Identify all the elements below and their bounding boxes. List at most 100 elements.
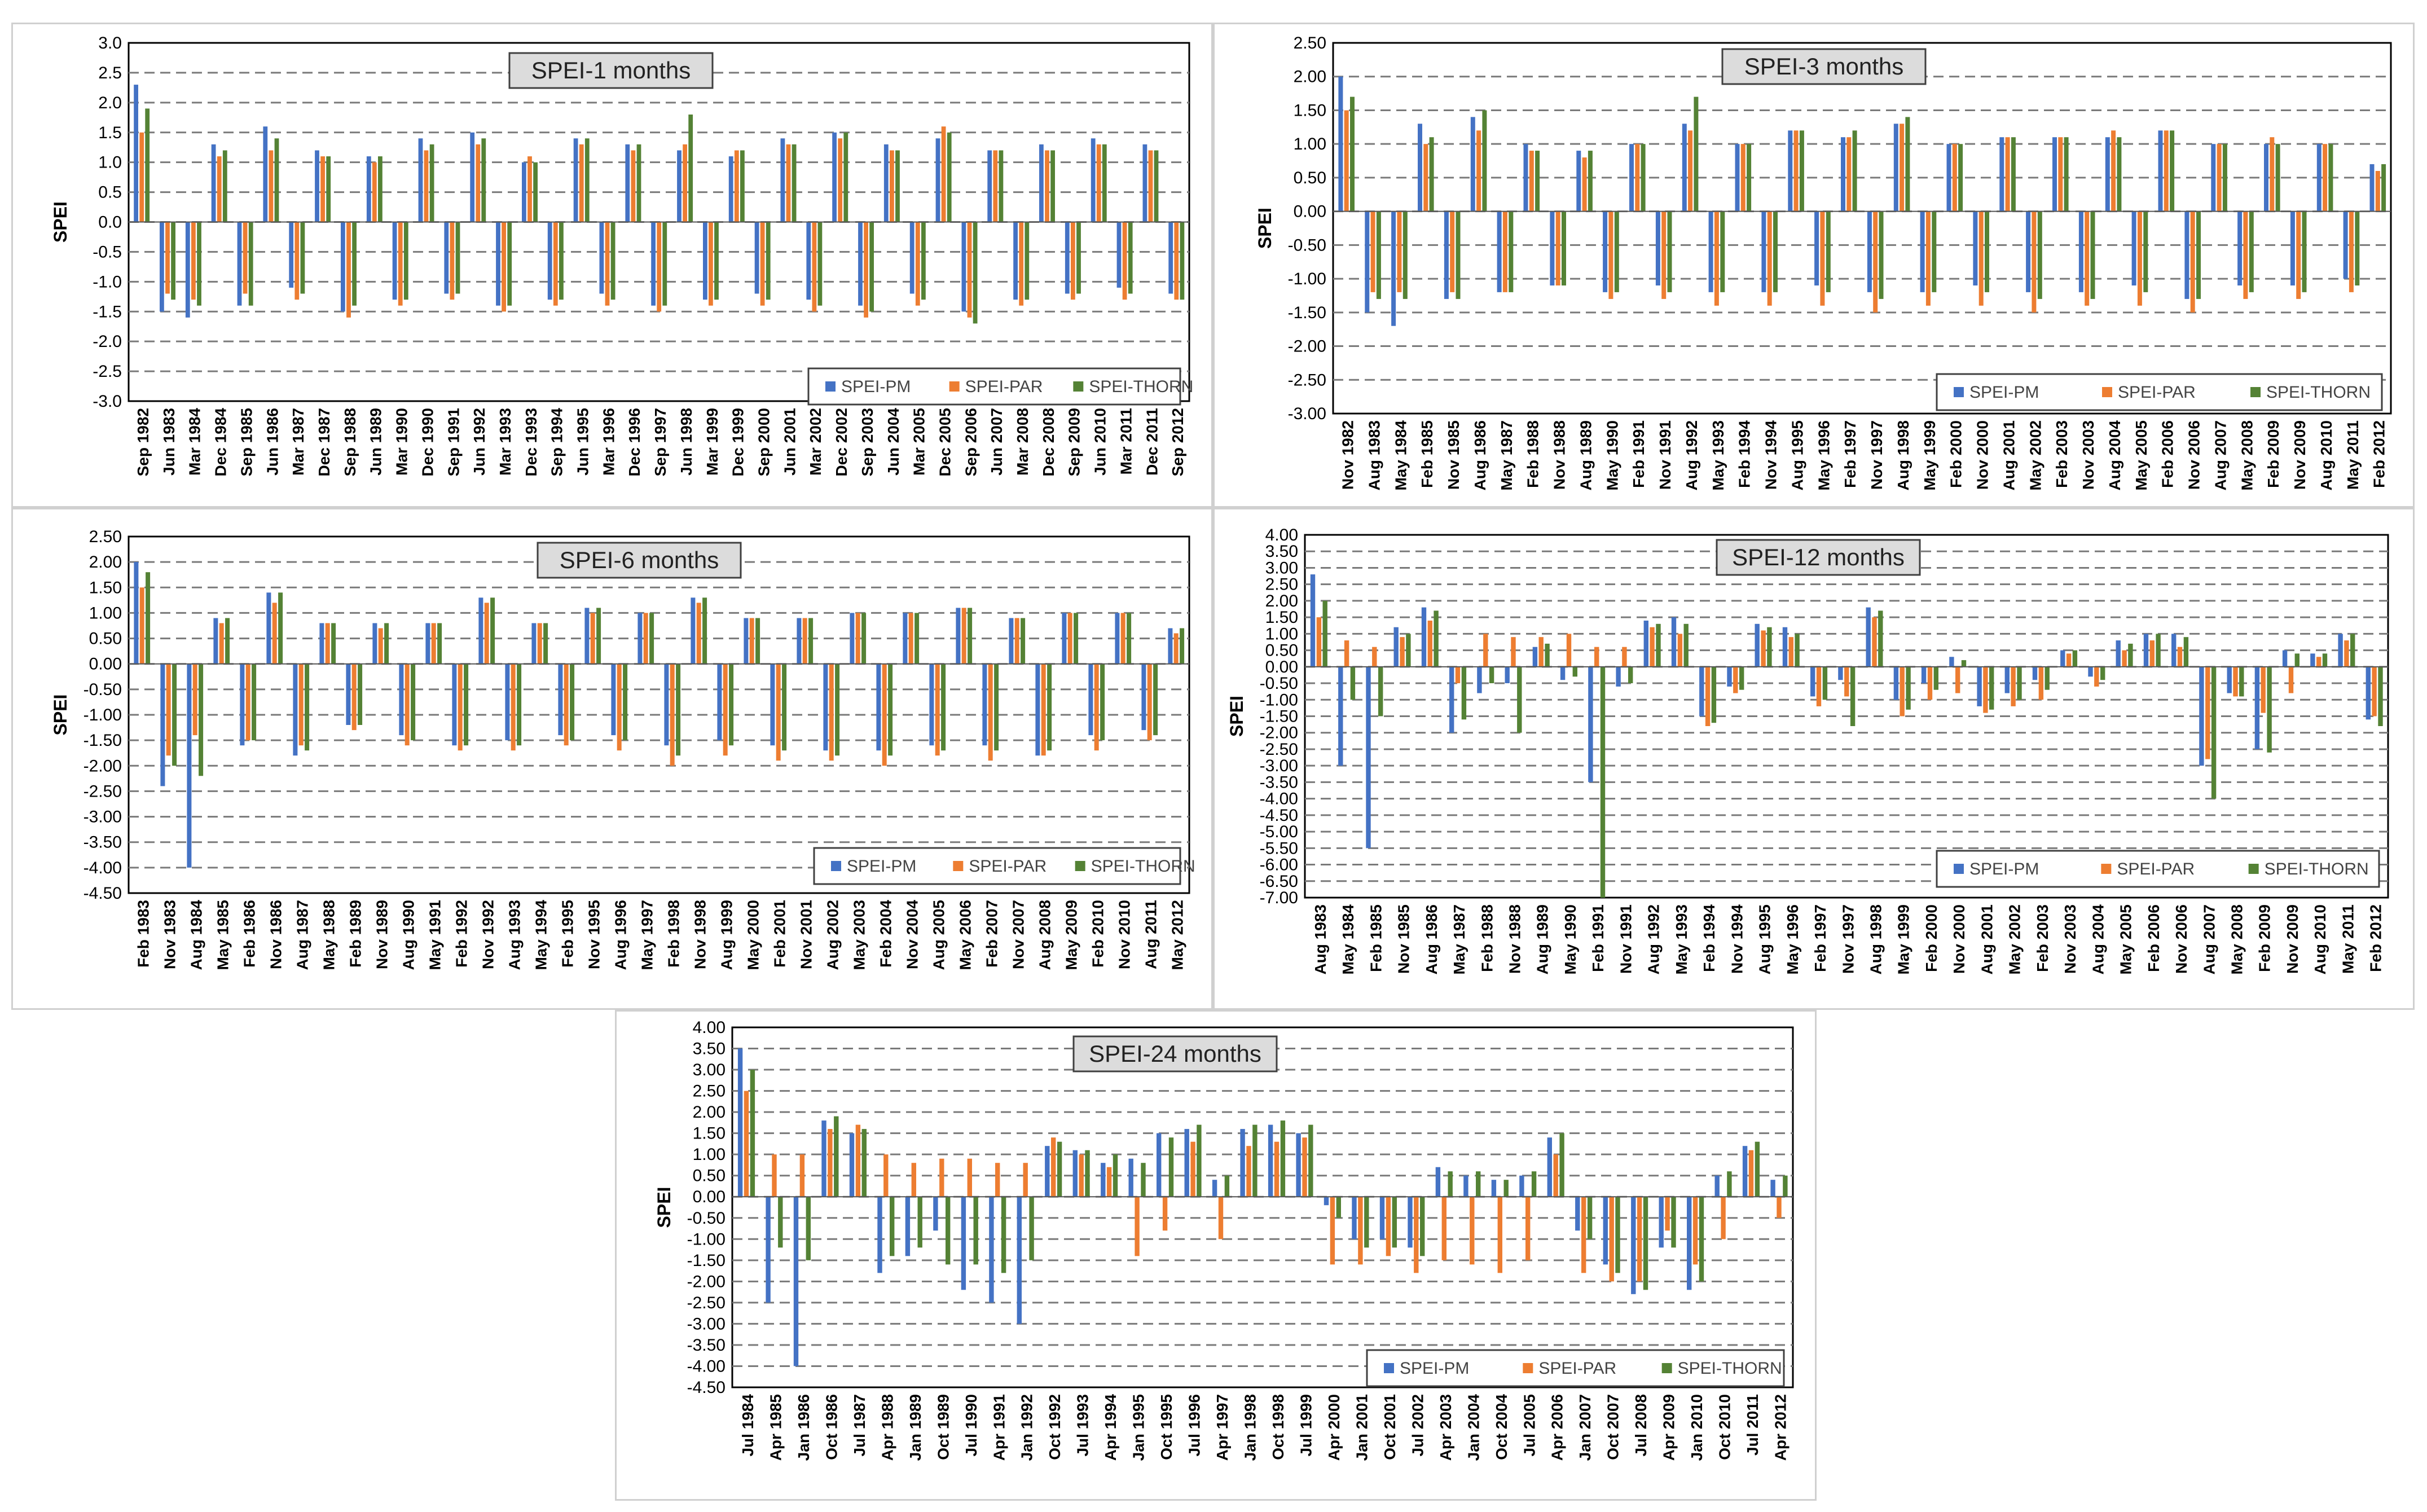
x-tick-label: Sep 1988 (341, 408, 359, 476)
bar-spei-par (2205, 666, 2210, 759)
x-tick-label: Apr 2006 (1549, 1394, 1566, 1461)
x-tick-label: Aug 1984 (188, 900, 205, 970)
spei-12-chart: 4.003.503.002.502.001.501.000.500.00-0.5… (1226, 526, 2389, 975)
bar-spei-par (1079, 1154, 1084, 1197)
bar-spei-pm (496, 222, 500, 306)
bar-spei-thorn (2378, 666, 2383, 726)
y-tick-label: -4.50 (83, 884, 122, 903)
bar-spei-thorn (1879, 211, 1884, 299)
x-tick-label: Mar 2005 (911, 408, 928, 476)
bar-spei-thorn (145, 108, 150, 222)
bar-spei-par (993, 150, 998, 222)
x-tick-label: Sep 1997 (652, 408, 669, 476)
bar-spei-par (1846, 137, 1852, 212)
bar-spei-pm (293, 663, 298, 756)
x-tick-label: Mar 1987 (289, 408, 307, 476)
bar-spei-thorn (1168, 1137, 1174, 1197)
bar-spei-par (2243, 211, 2248, 299)
bar-spei-par (1427, 621, 1432, 667)
bar-spei-pm (185, 222, 190, 318)
bar-spei-thorn (1572, 666, 1577, 677)
bar-spei-par (2038, 666, 2044, 700)
x-tick-label: Feb 1985 (1418, 420, 1436, 488)
y-tick-label: 1.50 (1265, 608, 1298, 627)
bar-spei-thorn (1727, 1171, 1732, 1197)
legend-label: SPEI-THORN (2265, 860, 2369, 878)
legend-label: SPEI-PAR (965, 377, 1043, 396)
legend-label: SPEI-PM (1969, 383, 2039, 402)
bar-spei-pm (637, 613, 643, 664)
bar-spei-pm (2171, 634, 2177, 667)
bar-spei-par (988, 663, 993, 761)
x-tick-label: Nov 1982 (1339, 420, 1357, 490)
bar-spei-thorn (1559, 1133, 1564, 1197)
y-tick-label: -0.50 (687, 1209, 726, 1228)
bar-spei-thorn (2211, 666, 2217, 799)
bar-spei-pm (2254, 666, 2260, 749)
y-axis-label: SPEI (654, 1187, 674, 1228)
bar-spei-pm (266, 592, 271, 664)
x-tick-label: May 2005 (2117, 904, 2135, 975)
bar-spei-par (1071, 222, 1075, 300)
bar-spei-thorn (2350, 634, 2355, 667)
x-tick-label: Feb 1988 (1524, 420, 1542, 488)
bar-spei-thorn (714, 222, 719, 300)
bar-spei-pm (883, 144, 889, 222)
y-tick-label: 0.0 (98, 213, 122, 232)
bar-spei-pm (505, 663, 510, 741)
chart-title-box (1721, 48, 1927, 85)
bar-spei-pm (664, 663, 669, 746)
bar-spei-pm (1588, 666, 1593, 783)
bar-spei-thorn (1076, 222, 1081, 294)
spei-1-chart-panel: 3.0 2.5 2.0 1.5 1.0 0.5 0.0 -0.5 -1.0 -1.5 -2.0 -2.… (11, 23, 1213, 508)
bar-spei-par (579, 144, 584, 222)
y-tick-label: 1.00 (89, 604, 122, 622)
bar-spei-thorn (1153, 663, 1158, 736)
bar-spei-pm (1310, 574, 1316, 667)
legend-swatch-spei-thorn (2248, 864, 2259, 874)
x-tick-label: Nov 1983 (161, 900, 179, 969)
bar-spei-pm (240, 663, 245, 746)
bar-spei-par (1581, 1197, 1586, 1273)
y-tick-label: -3.00 (83, 808, 122, 827)
x-tick-label: Sep 1982 (134, 408, 152, 476)
x-tick-label: Aug 1986 (1423, 904, 1440, 975)
bar-spei-pm (1168, 628, 1173, 664)
bar-spei-par (1497, 1197, 1502, 1273)
bar-spei-thorn (146, 572, 151, 664)
bar-spei-pm (1973, 211, 1978, 285)
spei-3-chart-panel: 2.50 2.00 1.50 1.00 0.50 0.00 -0.50 -1.00 -1.50 -… (1213, 23, 2415, 508)
bar-spei-par (1529, 151, 1534, 212)
bar-spei-par (1397, 211, 1402, 292)
bar-spei-thorn (1545, 643, 1550, 667)
y-tick-label: 1.50 (89, 578, 122, 597)
y-tick-label: 3.50 (693, 1040, 726, 1058)
bar-spei-pm (1449, 666, 1454, 733)
spei-3-chart: 2.50 2.00 1.50 1.00 0.50 0.00 -0.50 -1.00 -1.50 -… (1255, 34, 2392, 491)
bar-spei-par (2164, 130, 2169, 212)
y-tick-label: 2.5 (98, 64, 122, 82)
bar-spei-par (1302, 1137, 1307, 1197)
bar-spei-par (1400, 637, 1405, 667)
bar-spei-pm (1659, 1197, 1664, 1248)
bar-spei-pm (2282, 650, 2288, 667)
y-tick-label: -3.00 (1260, 757, 1298, 775)
bar-spei-pm (1616, 666, 1621, 687)
bar-spei-par (1740, 144, 1745, 212)
legend-label: SPEI-PM (841, 377, 911, 396)
x-tick-label: Feb 1989 (347, 900, 364, 968)
bar-spei-par (1246, 1146, 1251, 1197)
bar-spei-thorn (543, 623, 548, 664)
bar-spei-pm (1324, 1197, 1329, 1206)
x-tick-label: Nov 2003 (2061, 904, 2079, 974)
x-tick-label: May 2009 (1063, 900, 1080, 970)
x-tick-label: May 1990 (1603, 420, 1621, 491)
chart-title-box (508, 52, 714, 89)
spei-12-chart-panel: 4.00 3.50 3.00 2.50 2.00 1.50 1.00 0.50 0.00 -0.5… (1213, 508, 2415, 1010)
x-tick-label: Jun 1998 (678, 408, 695, 476)
bar-spei-pm (797, 618, 802, 664)
bar-spei-par (372, 162, 377, 222)
x-tick-label: Oct 2007 (1604, 1394, 1622, 1460)
bar-spei-par (967, 1158, 972, 1197)
x-tick-label: Jul 2011 (1744, 1394, 1761, 1456)
